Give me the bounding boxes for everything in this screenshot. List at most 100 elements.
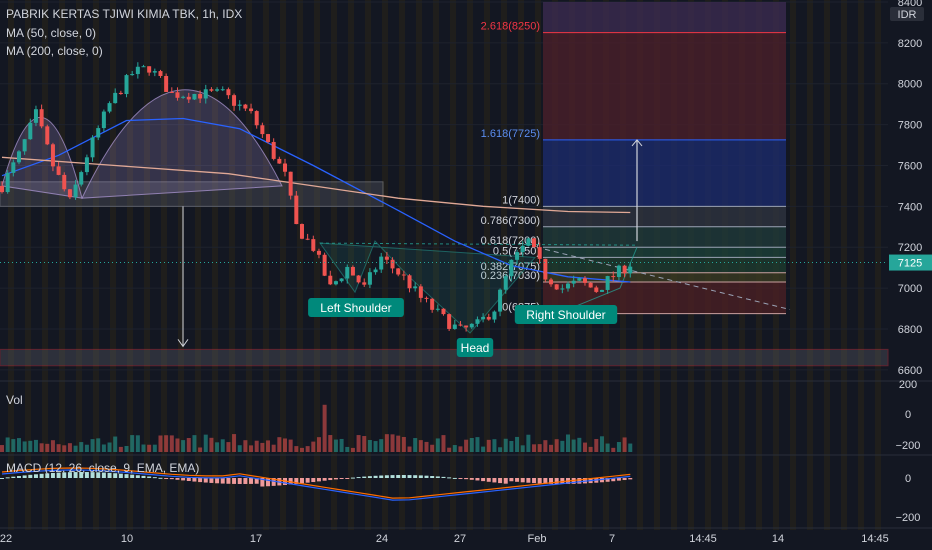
right-shoulder-line <box>564 247 638 312</box>
macd-bar <box>56 472 61 478</box>
candle-body <box>226 89 231 96</box>
macd-bar <box>79 472 84 478</box>
time-axis[interactable]: 22 10 17 24 27 Feb 7 14:45 14 14:45 <box>0 533 889 545</box>
candle-body <box>605 276 610 290</box>
macd-bar <box>271 478 276 486</box>
volume-bar <box>294 446 299 452</box>
candle-body <box>266 134 271 142</box>
macd-bar <box>322 478 327 481</box>
macd-bar <box>84 472 89 478</box>
macd-bar <box>130 474 135 478</box>
ma50-legend[interactable]: MA (50, close, 0) <box>6 26 97 40</box>
macd-bar <box>203 478 208 483</box>
pattern-label-box <box>514 305 618 324</box>
session-band <box>535 0 541 530</box>
macd-bar <box>356 477 361 479</box>
volume-bar <box>90 439 95 452</box>
volume-bar <box>492 439 497 452</box>
zone <box>0 348 889 367</box>
macd-bar <box>39 473 44 478</box>
volume-bar <box>215 442 220 452</box>
ma200-legend[interactable]: MA (200, close, 0) <box>6 44 103 58</box>
session-band <box>858 0 864 530</box>
price-axis[interactable]: 8400 8200 8000 7800 7600 7400 7200 7000 6800 6600… <box>0 0 932 524</box>
candle-body <box>339 278 344 282</box>
price-tick: 7800 <box>898 120 922 132</box>
macd-bar <box>45 473 50 478</box>
candle-body <box>11 162 16 173</box>
chart-annotations: Left Shoulder Head Right Shoulder <box>308 298 618 357</box>
candle-body <box>441 308 446 315</box>
candle-body <box>203 89 208 99</box>
volume-bar <box>192 435 197 452</box>
session-band <box>382 0 388 530</box>
candle-body <box>118 92 123 95</box>
candle-body <box>571 280 576 284</box>
macd-bar <box>447 477 452 479</box>
volume-bar <box>503 438 508 452</box>
candle-body <box>560 288 565 290</box>
volume-bar <box>62 445 67 452</box>
candle-body <box>464 325 469 328</box>
candle-body <box>152 71 157 73</box>
volume-bar <box>577 437 582 452</box>
volume-bar <box>628 443 633 452</box>
candle-body <box>588 282 593 288</box>
volume-bar <box>181 440 186 452</box>
time-tick: 27 <box>454 533 466 545</box>
fib-band <box>543 32 786 140</box>
candle-body <box>430 298 435 310</box>
candle-body <box>396 268 401 275</box>
session-band <box>467 0 473 530</box>
volume-bar <box>486 439 491 452</box>
macd-bar <box>373 475 378 478</box>
macd-bar <box>362 476 367 478</box>
macd-legend[interactable]: MACD (12, 26, close, 9, EMA, EMA) <box>6 461 200 475</box>
volume-bar <box>283 438 287 452</box>
candle-body <box>498 289 503 312</box>
candle-body <box>130 74 135 76</box>
macd-bar <box>554 478 559 484</box>
candle-body <box>96 128 101 138</box>
session-band <box>807 0 813 530</box>
macd-bar <box>22 475 27 478</box>
volume-bar <box>316 437 321 452</box>
volume-bar <box>616 442 621 452</box>
volume-legend[interactable]: Vol <box>6 393 23 407</box>
macd-bar <box>492 478 497 483</box>
candle-body <box>283 163 287 172</box>
candle-body <box>192 93 197 100</box>
macd-bar <box>515 478 520 482</box>
candle-body <box>350 266 355 276</box>
last-price-label: 7125 <box>898 258 922 270</box>
candle-body <box>594 287 599 292</box>
left-arc <box>1 116 83 199</box>
volume-bar <box>464 439 469 452</box>
candle-body <box>566 283 570 289</box>
volume-bar <box>226 442 231 452</box>
volume-bar <box>413 438 418 452</box>
volume-bar <box>203 434 208 452</box>
volume-bar <box>5 437 10 452</box>
session-band <box>8 0 14 530</box>
candle-body <box>147 66 152 73</box>
macd-bar <box>390 475 395 478</box>
fib-band <box>543 206 786 227</box>
volume-bar <box>452 445 457 452</box>
volume-bar <box>424 441 429 452</box>
macd-bar <box>350 477 355 479</box>
macd-bar <box>475 478 480 481</box>
candle-body <box>356 275 361 283</box>
candle-body <box>288 171 293 196</box>
macd-bar <box>5 477 10 479</box>
macd-bar <box>537 478 542 484</box>
macd-bar <box>186 478 191 482</box>
time-tick: 24 <box>376 533 388 545</box>
ma50-line <box>1 117 631 283</box>
macd-line <box>1 469 631 501</box>
trend-line <box>544 248 791 311</box>
candle-body <box>215 89 220 91</box>
candle-body <box>237 104 242 106</box>
time-tick: 14:45 <box>861 533 889 545</box>
